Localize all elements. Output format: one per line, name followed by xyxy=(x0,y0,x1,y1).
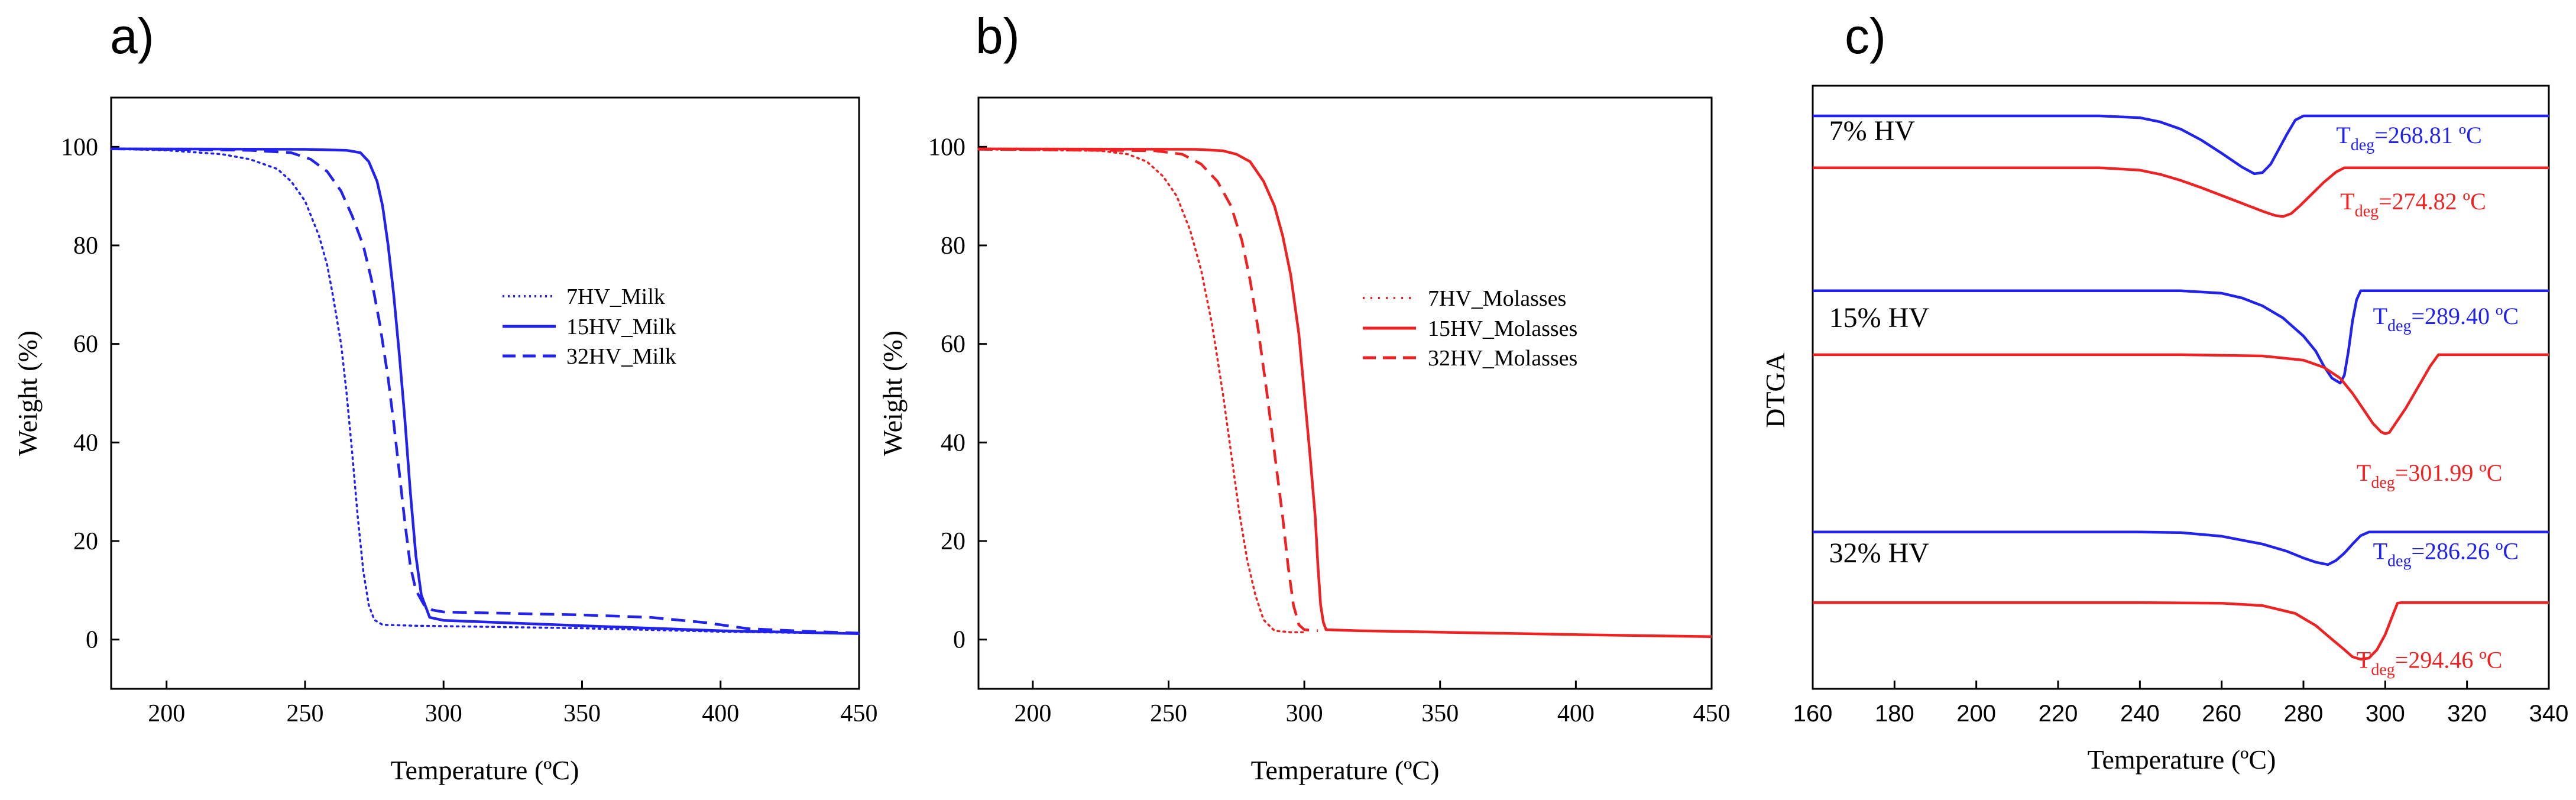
panel-c-annotations: Tdeg=268.81 ºC Tdeg=274.82 ºC Tdeg=289.40 … xyxy=(2336,122,2519,679)
series-32-HV-red xyxy=(1813,601,2549,661)
panel-a-xtick-label: 450 xyxy=(841,700,878,727)
panel-b-legend: 7HV_Molasses 15HV_Molasses 32HV_Molasses xyxy=(1363,286,1577,371)
panel-b-xtick-label: 250 xyxy=(1150,700,1187,727)
tdeg-annotation: Tdeg=274.82 ºC xyxy=(2340,188,2486,221)
panel-b-frame xyxy=(977,96,1713,690)
legend-label-7HV_Molasses: 7HV_Molasses xyxy=(1428,286,1566,311)
series-7HV-Milk xyxy=(110,147,860,635)
panel-b-label: b) xyxy=(976,8,1020,64)
panel-c-xtick-label: 160 xyxy=(1793,701,1833,727)
panel-c-xlabel: Temperature (ºC) xyxy=(2088,744,2276,775)
series-15HV-Molasses xyxy=(978,147,1712,638)
panel-c-xtick-label: 180 xyxy=(1875,701,1914,727)
panel-b-xlabel: Temperature (ºC) xyxy=(1251,755,1440,785)
panel-a: a) 200 250 300 350 400 450 0 20 40 60 80 100 Tempe… xyxy=(12,8,878,785)
panel-a-xtick-label: 350 xyxy=(563,700,601,727)
panel-a-xtick-label: 300 xyxy=(425,700,462,727)
panel-a-ylabel: Weight (%) xyxy=(12,331,43,456)
group-label: 15% HV xyxy=(1829,302,1930,333)
legend-label-15HV_Molasses: 15HV_Molasses xyxy=(1428,316,1577,341)
panel-a-y-axis: 0 20 40 60 80 100 xyxy=(61,134,119,654)
legend-label-7HV_Milk: 7HV_Milk xyxy=(566,284,665,309)
panel-b-y-axis: 0 20 40 60 80 100 xyxy=(928,134,987,654)
panel-a-ytick-label: 80 xyxy=(73,232,98,260)
panel-a-ytick-label: 0 xyxy=(86,627,98,654)
legend-label-32HV_Molasses: 32HV_Molasses xyxy=(1428,346,1577,371)
panel-c-frame xyxy=(1812,85,2550,690)
panel-b-ylabel: Weight (%) xyxy=(877,331,908,456)
panel-a-ytick-label: 40 xyxy=(73,429,98,456)
panel-c-xtick-label: 320 xyxy=(2447,701,2487,727)
tdeg-annotation: Tdeg=286.26 ºC xyxy=(2373,538,2519,571)
panel-b-ytick-label: 0 xyxy=(953,627,965,654)
panel-b-ytick-label: 100 xyxy=(928,134,965,161)
panel-c-xtick-label: 280 xyxy=(2284,701,2324,727)
panel-b-ytick-label: 80 xyxy=(941,232,965,260)
series-32HV-Molasses xyxy=(978,148,1318,632)
panel-c-xtick-label: 260 xyxy=(2202,701,2241,727)
panel-c-xtick-label: 340 xyxy=(2529,701,2569,727)
panel-a-x-axis: 200 250 300 350 400 450 xyxy=(148,681,878,727)
panel-a-xlabel: Temperature (ºC) xyxy=(391,755,579,785)
panel-a-ytick-label: 100 xyxy=(61,134,98,161)
panel-b-xtick-label: 350 xyxy=(1421,700,1459,727)
panel-b-xtick-label: 400 xyxy=(1557,700,1595,727)
panel-b-ytick-label: 20 xyxy=(941,528,965,555)
panel-c-xtick-label: 220 xyxy=(2039,701,2078,727)
panel-c-group-labels: 7% HV 15% HV 32% HV xyxy=(1829,115,1930,569)
panel-c-ylabel: DTGA xyxy=(1760,352,1790,428)
panel-c: c) 160 180 200 220 240 260 280 300 320 340 7% HV 1… xyxy=(1760,8,2568,775)
legend-label-32HV_Milk: 32HV_Milk xyxy=(566,344,676,369)
tdeg-annotation: Tdeg=294.46 ºC xyxy=(2357,646,2503,679)
panel-c-label: c) xyxy=(1845,8,1886,64)
panel-b-x-axis: 200 250 300 350 400 450 xyxy=(1014,681,1731,727)
panel-b-ytick-label: 40 xyxy=(941,429,965,456)
group-label: 7% HV xyxy=(1829,115,1916,147)
series-7-HV-blue xyxy=(1813,114,2549,176)
panel-b-xtick-label: 200 xyxy=(1014,700,1051,727)
tdeg-annotation: Tdeg=268.81 ºC xyxy=(2336,122,2482,154)
panel-c-xtick-label: 240 xyxy=(2120,701,2160,727)
panel-a-series xyxy=(110,147,860,635)
panel-b-ytick-label: 60 xyxy=(941,331,965,358)
series-15HV-Milk xyxy=(111,147,860,635)
panel-a-legend: 7HV_Milk 15HV_Milk 32HV_Milk xyxy=(503,284,676,369)
panel-b-xtick-label: 300 xyxy=(1286,700,1323,727)
panel-c-series xyxy=(1813,114,2549,661)
series-7-HV-red xyxy=(1813,166,2549,218)
panel-c-x-axis: 160 180 200 220 240 260 280 300 320 340 xyxy=(1793,681,2569,727)
panel-c-xtick-label: 300 xyxy=(2366,701,2405,727)
legend-label-15HV_Milk: 15HV_Milk xyxy=(566,315,676,339)
series-32-HV-blue xyxy=(1813,530,2549,566)
series-7HV-Molasses xyxy=(977,148,1305,633)
panel-b-xtick-label: 450 xyxy=(1693,700,1731,727)
panel-b-series xyxy=(977,147,1712,638)
panel-a-xtick-label: 250 xyxy=(286,700,323,727)
panel-a-xtick-label: 400 xyxy=(702,700,739,727)
group-label: 32% HV xyxy=(1829,537,1930,569)
series-15-HV-red xyxy=(1813,353,2549,435)
panel-a-ytick-label: 20 xyxy=(73,528,98,555)
panel-b: b) 200 250 300 350 400 450 0 20 40 60 80 100 Tempe… xyxy=(877,8,1731,785)
panel-a-frame xyxy=(110,96,860,690)
tdeg-annotation: Tdeg=289.40 ºC xyxy=(2373,303,2519,335)
panel-a-label: a) xyxy=(110,8,154,64)
series-32HV-Milk xyxy=(111,147,860,635)
panel-a-xtick-label: 200 xyxy=(148,700,185,727)
tdeg-annotation: Tdeg=301.99 ºC xyxy=(2357,459,2503,492)
panel-a-ytick-label: 60 xyxy=(73,331,98,358)
panel-c-xtick-label: 200 xyxy=(1956,701,1996,727)
